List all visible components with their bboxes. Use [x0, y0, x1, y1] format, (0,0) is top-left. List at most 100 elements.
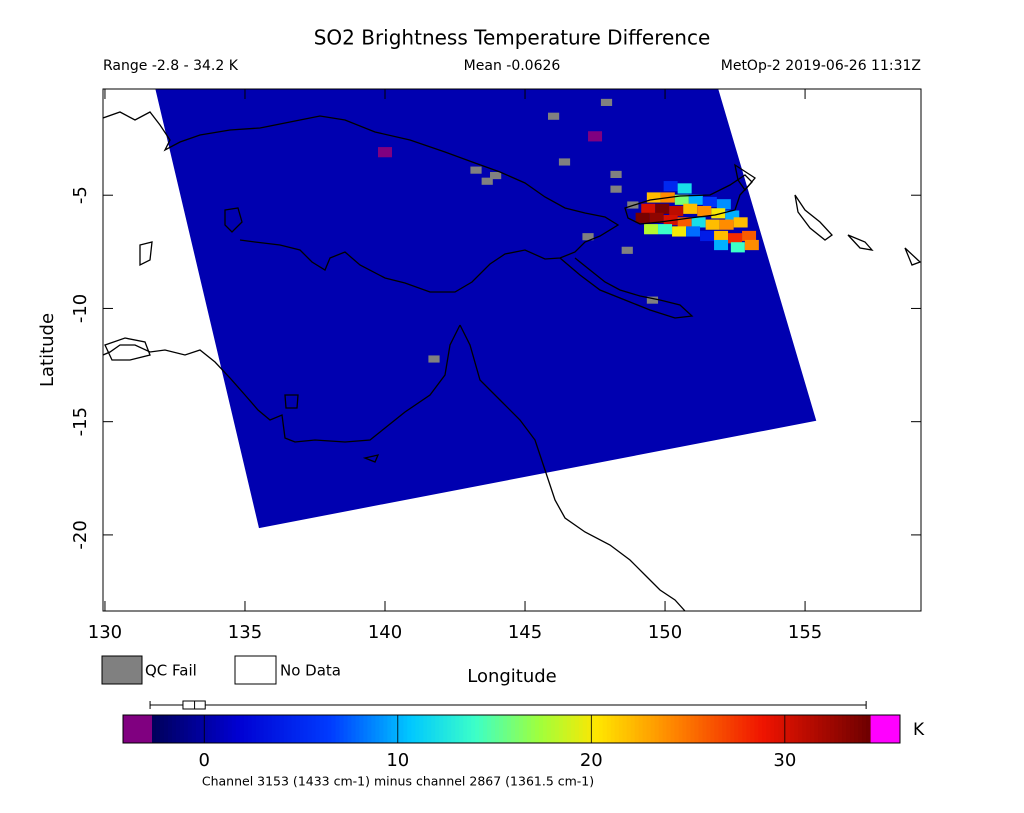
colorbar-step: [443, 715, 448, 743]
colorbar-step: [582, 715, 588, 743]
so2-cell: [711, 208, 726, 219]
colorbar-tick-label: 30: [773, 750, 796, 771]
colorbar-step: [287, 715, 293, 743]
colorbar-step: [371, 715, 376, 743]
title: SO2 Brightness Temperature Difference: [314, 26, 711, 50]
colorbar-step: [419, 715, 424, 743]
so2-cell: [655, 203, 670, 214]
colorbar-step: [487, 715, 492, 743]
colorbar-step: [355, 715, 361, 743]
colorbar-step: [407, 715, 412, 743]
colorbar-step: [311, 715, 317, 743]
so2-cell: [719, 219, 734, 230]
colorbar-step: [702, 715, 708, 743]
legend-swatch-qc: [101, 655, 143, 685]
colorbar-step: [379, 715, 384, 743]
colorbar-step: [698, 715, 704, 743]
colorbar-step: [471, 715, 476, 743]
so2-cell: [688, 194, 703, 205]
coastline: [103, 324, 461, 443]
colorbar-step: [542, 715, 548, 743]
colorbar-step: [642, 715, 648, 743]
colorbar-step: [391, 715, 396, 743]
colorbar-step: [299, 715, 305, 743]
so2-cell: [733, 217, 748, 228]
x-tick-label: 155: [788, 622, 822, 643]
colorbar-step: [770, 715, 775, 743]
colorbar-step: [666, 715, 672, 743]
colorbar-step: [706, 715, 712, 743]
colorbar-step: [726, 715, 731, 743]
colorbar-step: [279, 715, 285, 743]
colorbar-step: [423, 715, 428, 743]
colorbar-step: [303, 715, 309, 743]
colorbar-step: [526, 715, 532, 743]
so2-cell: [697, 205, 712, 217]
colorbar-step: [694, 715, 700, 743]
colorbar-step: [339, 715, 345, 743]
colorbar-step: [187, 715, 193, 743]
legend-swatch-nodata: [234, 655, 277, 685]
legend-label: QC Fail: [145, 662, 197, 680]
colorbar-step: [662, 715, 668, 743]
x-tick-label: 130: [88, 622, 122, 643]
x-tick-label: 140: [368, 622, 402, 643]
colorbar-step: [403, 715, 408, 743]
colorbar-tick-label: 10: [386, 750, 409, 771]
so2-cell: [677, 183, 692, 194]
colorbar-step: [586, 715, 592, 743]
colorbar-step: [830, 715, 835, 743]
colorbar-step: [223, 715, 229, 743]
colorbar-step: [383, 715, 388, 743]
colorbar-step: [331, 715, 337, 743]
colorbar-step: [818, 715, 823, 743]
colorbar-step: [467, 715, 472, 743]
colorbar-step: [710, 715, 716, 743]
colorbar-step: [255, 715, 261, 743]
x-tick-label: 135: [228, 622, 262, 643]
colorbar-step: [834, 715, 839, 743]
qc-fail-cell: [646, 296, 659, 304]
colorbar-step: [606, 715, 612, 743]
colorbar-step: [746, 715, 751, 743]
colorbar-step: [259, 715, 265, 743]
colorbar-step: [507, 715, 512, 743]
so2-cell: [674, 194, 689, 205]
colorbar-step: [790, 715, 795, 743]
so2-cell: [714, 239, 729, 251]
so2-cell: [672, 226, 687, 237]
colorbar-step: [351, 715, 357, 743]
colorbar-step: [271, 715, 277, 743]
colorbar-step: [475, 715, 480, 743]
colorbar-step: [658, 715, 664, 743]
colorbar-step: [566, 715, 572, 743]
colorbar-step: [550, 715, 556, 743]
colorbar-step: [495, 715, 500, 743]
colorbar-step: [499, 715, 504, 743]
so2-cell: [644, 224, 659, 235]
qc-fail-cell: [481, 177, 493, 185]
colorbar-step: [618, 715, 624, 743]
colorbar-step: [574, 715, 580, 743]
colorbar-step: [291, 715, 297, 743]
colorbar-step: [774, 715, 779, 743]
colorbar-step: [854, 715, 859, 743]
colorbar-step: [215, 715, 221, 743]
colorbar-step: [738, 715, 743, 743]
qc-fail-cell: [610, 170, 622, 179]
colorbar-step: [459, 715, 464, 743]
colorbar-step: [598, 715, 604, 743]
colorbar-tick-label: 20: [580, 750, 603, 771]
swath: [155, 89, 817, 529]
colorbar-step: [538, 715, 544, 743]
colorbar-step: [171, 715, 177, 743]
colorbar-step: [267, 715, 273, 743]
so2-cell: [700, 230, 715, 242]
colorbar-step: [534, 715, 540, 743]
colorbar-step: [415, 715, 420, 743]
colorbar-step: [191, 715, 197, 743]
colorbar-step: [483, 715, 488, 743]
colorbar-step: [167, 715, 173, 743]
colorbar-step: [626, 715, 632, 743]
colorbar-step: [722, 715, 727, 743]
